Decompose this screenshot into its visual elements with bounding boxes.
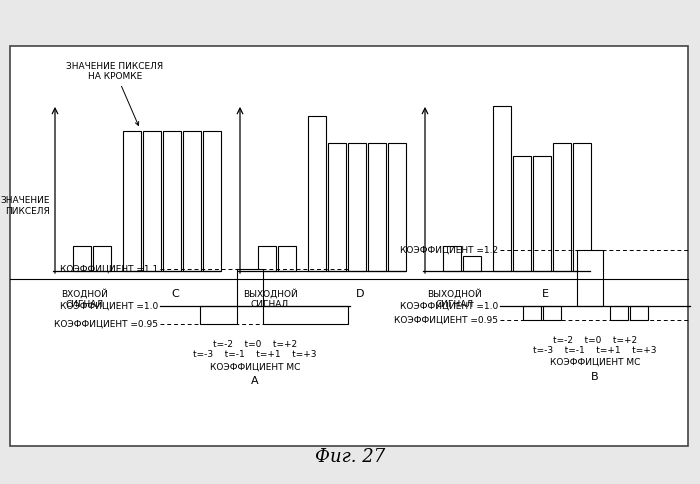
Bar (123, 131, 141, 271)
Bar (388, 143, 406, 271)
Bar (610, 306, 628, 320)
Bar (143, 131, 161, 271)
Bar (573, 143, 591, 271)
Text: t=-3    t=-1    t=+1    t=+3: t=-3 t=-1 t=+1 t=+3 (193, 350, 316, 359)
Bar (533, 156, 551, 271)
Text: t=-2    t=0    t=+2: t=-2 t=0 t=+2 (213, 340, 297, 349)
Bar (443, 246, 461, 271)
Text: КОЭФФИЦИЕНТ =0.95: КОЭФФИЦИЕНТ =0.95 (394, 316, 498, 324)
Text: C: C (171, 289, 179, 299)
Bar (493, 106, 511, 271)
Text: КОЭФФИЦИЕНТ МС: КОЭФФИЦИЕНТ МС (550, 358, 640, 367)
Text: КОЭФФИЦИЕНТ =0.95: КОЭФФИЦИЕНТ =0.95 (54, 320, 158, 329)
Text: ЗНАЧЕНИЕ
ПИКСЕЛЯ: ЗНАЧЕНИЕ ПИКСЕЛЯ (1, 197, 50, 216)
Text: ВХОДНОЙ
СИГНАЛ: ВХОДНОЙ СИГНАЛ (62, 289, 108, 309)
Bar (368, 143, 386, 271)
Bar (523, 306, 541, 320)
Bar (163, 131, 181, 271)
Bar (328, 143, 346, 271)
Bar (263, 306, 348, 324)
Text: t=-3    t=-1    t=+1    t=+3: t=-3 t=-1 t=+1 t=+3 (533, 346, 657, 355)
Bar (10, 46, 688, 446)
Bar (258, 246, 276, 271)
Bar (577, 250, 603, 306)
Bar (237, 269, 263, 306)
Bar (543, 306, 561, 320)
Text: B: B (592, 372, 598, 382)
Bar (463, 256, 481, 271)
Bar (73, 246, 91, 271)
Bar (308, 116, 326, 271)
Text: t=-2    t=0    t=+2: t=-2 t=0 t=+2 (553, 336, 637, 345)
Text: D: D (356, 289, 364, 299)
Text: КОЭФФИЦИЕНТ МС: КОЭФФИЦИЕНТ МС (210, 363, 300, 371)
Text: КОЭФФИЦИЕНТ =1.2: КОЭФФИЦИЕНТ =1.2 (400, 245, 498, 255)
Text: ЗНАЧЕНИЕ ПИКСЕЛЯ
НА КРОМКЕ: ЗНАЧЕНИЕ ПИКСЕЛЯ НА КРОМКЕ (66, 61, 164, 125)
Text: КОЭФФИЦИЕНТ =1.0: КОЭФФИЦИЕНТ =1.0 (400, 302, 498, 311)
Bar (183, 131, 201, 271)
Bar (553, 143, 571, 271)
Text: КОЭФФИЦИЕНТ =1.0: КОЭФФИЦИЕНТ =1.0 (60, 302, 158, 311)
Bar (513, 156, 531, 271)
Text: ВЫХОДНОЙ
СИГНАЛ: ВЫХОДНОЙ СИГНАЛ (243, 289, 298, 309)
Text: E: E (542, 289, 549, 299)
Text: ВЫХОДНОЙ
СИГНАЛ: ВЫХОДНОЙ СИГНАЛ (428, 289, 482, 309)
Bar (203, 131, 221, 271)
Text: A: A (251, 377, 259, 386)
Text: Фиг. 27: Фиг. 27 (315, 448, 385, 466)
Bar (200, 306, 237, 324)
Bar (630, 306, 648, 320)
Bar (93, 246, 111, 271)
Text: КОЭФФИЦИЕНТ =1.1: КОЭФФИЦИЕНТ =1.1 (60, 265, 158, 274)
Bar (278, 246, 296, 271)
Bar (348, 143, 366, 271)
